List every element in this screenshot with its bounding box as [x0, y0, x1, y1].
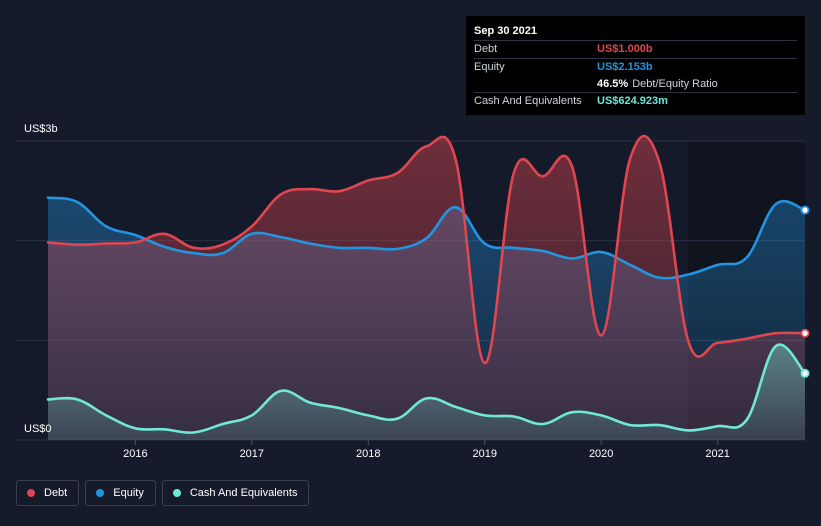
- series-lines: [46, 134, 807, 434]
- legend-label-debt: Debt: [44, 487, 68, 499]
- y-axis-bottom-label: US$0: [24, 423, 52, 435]
- tooltip-equity-value: US$2.153b: [597, 61, 653, 73]
- data-tooltip: Sep 30 2021 Debt US$1.000b Equity US$2.1…: [466, 16, 805, 115]
- debt-legend-dot-icon: [27, 489, 35, 497]
- equity-end-marker[interactable]: [800, 205, 810, 215]
- tooltip-cash-row: Cash And Equivalents US$624.923m: [474, 92, 797, 110]
- tooltip-cash-value: US$624.923m: [597, 95, 668, 107]
- legend-item-debt[interactable]: Debt: [16, 480, 80, 506]
- tooltip-cash-label: Cash And Equivalents: [474, 95, 582, 107]
- tooltip-equity-row: Equity US$2.153b: [474, 58, 797, 76]
- x-tick-label-2017: 2017: [240, 448, 264, 460]
- x-tick-label-2020: 2020: [589, 448, 613, 460]
- tooltip-ratio-row: 46.5% Debt/Equity Ratio: [474, 76, 797, 92]
- x-tick-label-2021: 2021: [705, 448, 729, 460]
- legend-item-cash[interactable]: Cash And Equivalents: [161, 480, 310, 506]
- tooltip-ratio-value: 46.5%: [597, 78, 629, 90]
- tooltip-debt-label: Debt: [474, 43, 498, 55]
- tooltip-equity-label: Equity: [474, 61, 505, 73]
- tooltip-date: Sep 30 2021: [474, 25, 537, 37]
- chart-legend: Debt Equity Cash And Equivalents: [16, 480, 310, 506]
- x-tick-label-2018: 2018: [356, 448, 380, 460]
- cash-and-equivalents-end-marker[interactable]: [800, 368, 810, 378]
- y-axis-top-label: US$3b: [24, 123, 58, 135]
- equity-line: [46, 196, 807, 280]
- series-end-markers: [800, 205, 810, 378]
- debt-area: [48, 136, 805, 441]
- tooltip-debt-value: US$1.000b: [597, 43, 653, 55]
- tooltip-debt-row: Debt US$1.000b: [474, 40, 797, 58]
- tooltip-ratio-label: Debt/Equity Ratio: [632, 78, 718, 90]
- x-axis-ticks: 2016 2017 2018 2019 2020 2021: [123, 440, 730, 460]
- equity-legend-dot-icon: [96, 489, 105, 497]
- debt-end-marker[interactable]: [800, 328, 810, 338]
- x-tick-label-2016: 2016: [123, 448, 147, 460]
- cash-and-equivalents-line: [46, 343, 807, 434]
- debt-line: [46, 134, 807, 365]
- cash-legend-dot-icon: [172, 489, 181, 497]
- legend-item-equity[interactable]: Equity: [85, 480, 156, 506]
- cash-and-equivalents-area: [48, 344, 805, 440]
- legend-label-equity: Equity: [113, 487, 144, 499]
- legend-label-cash: Cash And Equivalents: [189, 487, 298, 499]
- x-tick-label-2019: 2019: [472, 448, 496, 460]
